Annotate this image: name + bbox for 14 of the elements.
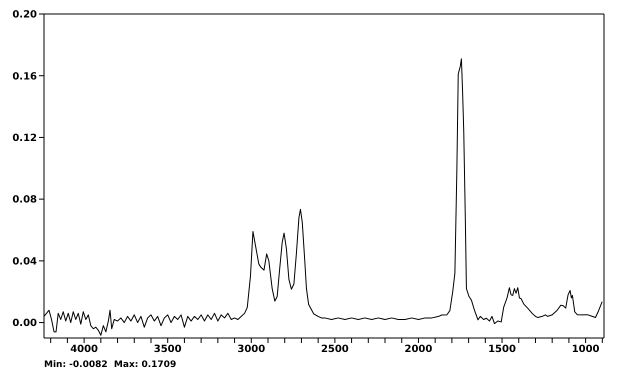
x-tick-label: 1500 — [488, 344, 516, 356]
x-tick-label: 2000 — [404, 344, 432, 356]
y-tick-label: 0.04 — [12, 256, 38, 268]
x-tick-label: 1000 — [572, 344, 600, 356]
y-tick-label: 0.16 — [12, 71, 38, 82]
x-tick-label: 4000 — [70, 344, 98, 356]
text: Min: -0.0082 Max: 0.1709 — [44, 360, 178, 370]
x-tick-label: 3500 — [154, 344, 182, 356]
y-tick-label: 0.20 — [12, 10, 38, 21]
x-tick-label: 2500 — [320, 344, 349, 356]
y-tick-label: 0.12 — [12, 132, 38, 144]
x-tick-label: 3000 — [237, 344, 266, 356]
y-tick-label: 0.08 — [12, 194, 38, 206]
y-tick-label: 0.00 — [12, 318, 38, 330]
